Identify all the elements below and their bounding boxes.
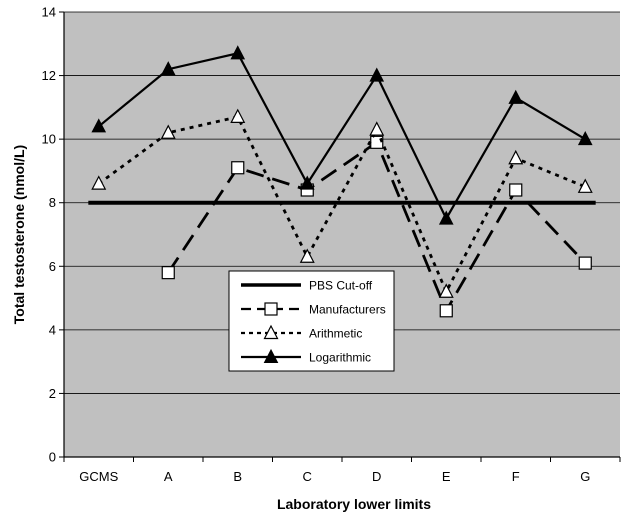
data-point-logarithmic xyxy=(230,45,246,60)
y-tick-label: 12 xyxy=(42,68,56,83)
y-tick-label: 6 xyxy=(49,259,56,274)
legend-box xyxy=(228,270,395,372)
series-line-logarithmic xyxy=(98,52,586,221)
legend-entry-pbs-cut-off: PBS Cut-off xyxy=(241,279,373,293)
x-axis-ticks: GCMS A B C D E F G xyxy=(63,457,621,484)
x-tick-label: GCMS xyxy=(79,469,118,484)
data-point-arithmetic xyxy=(160,124,176,139)
series-arithmetic xyxy=(91,108,593,298)
x-tick-label: F xyxy=(512,469,520,484)
x-tick-label: D xyxy=(372,469,381,484)
data-point-logarithmic xyxy=(91,118,107,133)
y-tick-label: 4 xyxy=(49,322,56,337)
data-point-logarithmic xyxy=(438,210,454,225)
data-point-logarithmic xyxy=(369,67,385,82)
legend-label: Arithmetic xyxy=(309,327,362,341)
legend-label: PBS Cut-off xyxy=(309,279,373,293)
data-point-arithmetic xyxy=(91,175,107,190)
legend-label: Manufacturers xyxy=(309,303,386,317)
legend-entry-manufacturers: Manufacturers xyxy=(241,302,386,317)
y-tick-label: 14 xyxy=(42,5,56,20)
series-layer xyxy=(88,45,596,318)
plot-area xyxy=(64,12,620,457)
data-point-arithmetic xyxy=(369,121,385,136)
data-point-manufacturers xyxy=(439,304,453,318)
data-point-logarithmic xyxy=(577,131,593,146)
data-point-manufacturers xyxy=(509,183,523,197)
y-tick-label: 2 xyxy=(49,386,56,401)
data-point-arithmetic xyxy=(230,108,246,123)
data-point-arithmetic xyxy=(438,283,454,298)
series-logarithmic xyxy=(91,45,593,225)
x-tick-label: E xyxy=(442,469,451,484)
y-axis-title: Total testosterone (nmol/L) xyxy=(11,145,27,324)
y-tick-label: 10 xyxy=(42,132,56,147)
legend-marker xyxy=(263,324,279,340)
data-point-logarithmic xyxy=(299,175,315,190)
x-tick-label: G xyxy=(580,469,590,484)
x-tick-label: B xyxy=(233,469,242,484)
y-axis-ticks: 0 2 4 6 8 10 12 14 xyxy=(42,5,64,465)
legend-label: Logarithmic xyxy=(309,351,371,365)
data-point-logarithmic xyxy=(508,89,524,104)
y-tick-label: 0 xyxy=(49,450,56,465)
data-point-manufacturers xyxy=(231,161,245,175)
legend-marker xyxy=(263,348,279,363)
x-tick-label: A xyxy=(164,469,173,484)
data-point-manufacturers xyxy=(578,256,592,270)
data-point-arithmetic xyxy=(577,178,593,193)
legend-entry-logarithmic: Logarithmic xyxy=(241,348,371,365)
data-point-arithmetic xyxy=(299,248,315,263)
x-axis-title: Laboratory lower limits xyxy=(277,496,431,512)
x-tick-label: C xyxy=(303,469,312,484)
legend-entry-arithmetic: Arithmetic xyxy=(241,324,362,341)
y-tick-label: 8 xyxy=(49,195,56,210)
data-point-logarithmic xyxy=(160,61,176,76)
data-point-arithmetic xyxy=(508,149,524,165)
legend: PBS Cut-off Manufacturers Arithmetic Logari… xyxy=(228,270,395,372)
data-point-manufacturers xyxy=(161,266,175,280)
legend-marker xyxy=(264,302,278,316)
